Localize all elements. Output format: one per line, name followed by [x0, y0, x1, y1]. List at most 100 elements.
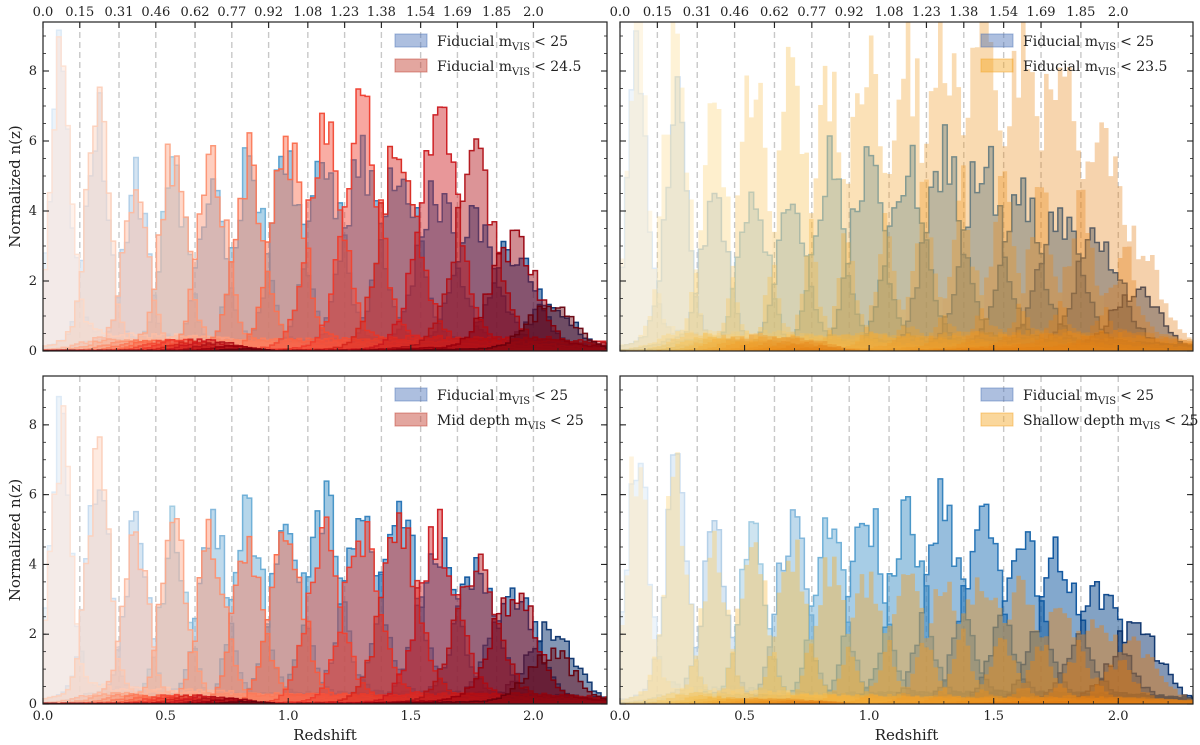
legend-label-subscript: VIS	[527, 421, 546, 432]
top-tick-label: 1.54	[989, 5, 1018, 20]
top-tick-label: 1.38	[367, 5, 396, 20]
xtick-label: 0.5	[734, 709, 755, 724]
legend-label: Fiducial mVIS < 25	[1023, 34, 1154, 53]
histogram-bin-7	[43, 516, 607, 704]
axes-frame	[42, 375, 608, 705]
legend-label: Mid depth mVIS < 25	[437, 413, 584, 432]
top-tick-label: 1.38	[949, 5, 978, 20]
top-tick-label: 1.85	[482, 5, 511, 20]
x-axis-label: Redshift	[293, 726, 357, 744]
legend-label-subscript: VIS	[1097, 67, 1116, 78]
histogram-bin-11	[620, 67, 1193, 351]
top-tick-label: 1.08	[293, 5, 322, 20]
ytick-label: 4	[29, 557, 37, 572]
legend-label: Fiducial mVIS < 25	[1023, 388, 1154, 407]
legend-swatch	[394, 412, 428, 427]
histogram-bin-13	[620, 225, 1193, 351]
legend-label-subscript: VIS	[1097, 42, 1116, 53]
legend-label-tail: < 25	[1164, 413, 1198, 429]
ytick-label: 8	[29, 418, 37, 433]
xtick-label: 1.0	[859, 709, 880, 724]
histograms	[620, 452, 1193, 704]
legend-swatch	[980, 33, 1014, 48]
legend-label-main: Fiducial m	[1023, 59, 1098, 75]
legend-label: Fiducial mVIS < 25	[437, 34, 568, 53]
legend-label-subscript: VIS	[1097, 396, 1116, 407]
top-tick-label: 1.08	[875, 5, 904, 20]
legend-swatch	[980, 58, 1014, 73]
panel-bottom-left: 0 2 4 6 8 0.0 0.5 1.0 1.5 2.0 Redshift Normalized n…	[6, 375, 608, 744]
top-tick-label: 0.15	[65, 5, 94, 20]
series-oranges	[620, 22, 1193, 351]
top-tick-label: 1.85	[1066, 5, 1095, 20]
top-tick-label: 0.0	[33, 5, 54, 20]
xtick-label: 2.0	[523, 709, 544, 724]
legend-label: Fiducial mVIS < 24.5	[437, 59, 581, 78]
histogram-bin-7	[43, 112, 607, 351]
histogram-bin-6	[43, 135, 607, 351]
xtick-label: 1.5	[983, 709, 1004, 724]
histogram-bin-7	[620, 22, 1193, 351]
legend-label-main: Fiducial m	[437, 59, 512, 75]
top-tick-label: 2.0	[1108, 5, 1129, 20]
legend-label: Shallow depth mVIS < 25	[1023, 413, 1198, 432]
ytick-label: 2	[29, 274, 37, 289]
legend-label-tail: < 25	[534, 388, 568, 404]
legend-label-tail: < 25	[1120, 388, 1154, 404]
ytick-label: 4	[29, 204, 37, 219]
legend-label: Fiducial mVIS < 25	[437, 388, 568, 407]
histogram-bin-3	[620, 75, 1193, 351]
histogram-bin-6	[43, 531, 607, 704]
histogram-bin-10	[620, 22, 1193, 351]
ytick-label: 0	[29, 344, 37, 359]
histogram-bin-1	[620, 452, 1193, 704]
legend-label-subscript: VIS	[1141, 421, 1160, 432]
histogram-bin-13	[620, 636, 1193, 704]
top-tick-label: 0.77	[217, 5, 246, 20]
top-tick-label: 1.69	[443, 5, 472, 20]
legend-label-tail: < 23.5	[1120, 59, 1167, 75]
legend-label-tail: < 25	[550, 413, 584, 429]
legend-label-subscript: VIS	[511, 67, 530, 78]
histogram-bin-11	[620, 607, 1193, 704]
legend-label-main: Fiducial m	[1023, 34, 1098, 50]
top-tick-label: 0.31	[683, 5, 712, 20]
axes-frame	[619, 21, 1194, 352]
xtick-label: 1.5	[400, 709, 421, 724]
histograms	[43, 29, 607, 351]
ytick-label: 6	[29, 134, 37, 149]
series-blues	[620, 453, 1193, 704]
ytick-label: 2	[29, 627, 37, 642]
series-reds	[43, 405, 607, 704]
legend-label-main: Fiducial m	[437, 34, 512, 50]
top-tick-label: 1.54	[406, 5, 435, 20]
series-oranges	[620, 452, 1193, 704]
axes-frame	[42, 21, 608, 352]
histogram-bin-6	[620, 146, 1193, 351]
top-tick-label: 0.92	[254, 5, 283, 20]
series-reds	[43, 36, 607, 351]
legend-swatch	[394, 387, 428, 402]
top-tick-label: 0.0	[610, 5, 631, 20]
legend-swatch	[394, 58, 428, 73]
histogram-bin-7	[620, 573, 1193, 704]
legend-label-main: Fiducial m	[437, 388, 512, 404]
legend-swatch	[394, 33, 428, 48]
legend-swatch	[980, 412, 1014, 427]
axes-frame	[619, 375, 1194, 705]
top-tick-label: 0.15	[643, 5, 672, 20]
top-tick-label: 1.69	[1027, 5, 1056, 20]
top-tick-label: 0.62	[181, 5, 210, 20]
histogram-bin-5	[620, 135, 1193, 351]
top-tick-label: 0.31	[105, 5, 134, 20]
legend-label-tail: < 25	[534, 34, 568, 50]
histograms	[620, 22, 1193, 351]
legend-label: Fiducial mVIS < 23.5	[1023, 59, 1167, 78]
histogram-bin-3	[620, 542, 1193, 704]
xtick-label: 0.0	[33, 709, 54, 724]
